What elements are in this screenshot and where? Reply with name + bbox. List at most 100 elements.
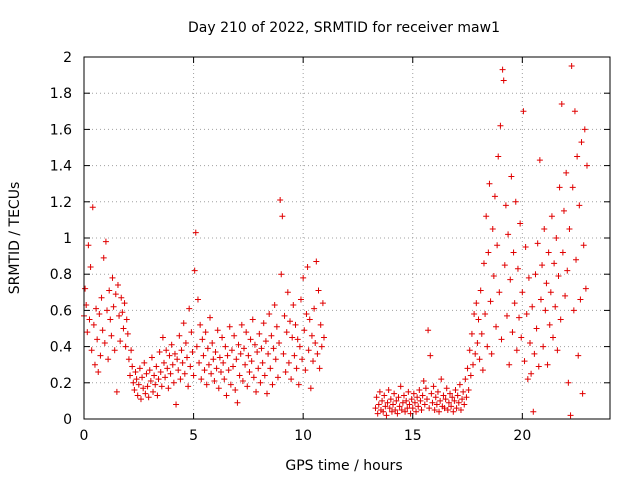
data-point (508, 173, 515, 180)
data-point (455, 399, 462, 406)
data-point (391, 390, 398, 397)
data-point (467, 372, 474, 379)
data-point (196, 359, 203, 366)
data-point (566, 225, 573, 232)
data-point (210, 356, 217, 363)
data-point (226, 323, 233, 330)
data-point (101, 339, 108, 346)
data-point (404, 405, 411, 412)
data-point (173, 401, 180, 408)
y-tick-label: 0.8 (50, 267, 72, 283)
data-point (433, 401, 440, 408)
data-point (444, 406, 451, 413)
data-point (535, 363, 542, 370)
data-point (475, 316, 482, 323)
data-point (99, 327, 106, 334)
data-point (223, 392, 230, 399)
data-point (310, 358, 317, 365)
data-point (569, 184, 576, 191)
data-point (190, 372, 197, 379)
data-point (220, 359, 227, 366)
data-point (114, 282, 121, 289)
data-point (559, 249, 566, 256)
data-point (179, 359, 186, 366)
data-point (387, 396, 394, 403)
data-point (251, 341, 258, 348)
data-point (290, 301, 297, 308)
data-point (486, 180, 493, 187)
data-point (136, 365, 143, 372)
data-point (380, 408, 387, 415)
data-point (227, 381, 234, 388)
data-point (403, 397, 410, 404)
data-point (417, 397, 424, 404)
data-point (474, 339, 481, 346)
data-point (490, 273, 497, 280)
data-point (119, 309, 126, 316)
data-point (386, 405, 393, 412)
data-point (146, 367, 153, 374)
data-point (230, 363, 237, 370)
data-point (117, 338, 124, 345)
data-point (554, 347, 561, 354)
data-point (382, 403, 389, 410)
data-point (415, 403, 422, 410)
data-point (297, 296, 304, 303)
data-point (521, 358, 528, 365)
data-point (285, 359, 292, 366)
data-point (287, 318, 294, 325)
data-point (283, 329, 290, 336)
data-point (394, 410, 401, 417)
data-point (459, 396, 466, 403)
data-point (462, 376, 469, 383)
data-point (257, 379, 264, 386)
data-point (501, 262, 508, 269)
data-point (274, 374, 281, 381)
data-point (411, 399, 418, 406)
data-point (216, 354, 223, 361)
data-point (264, 390, 271, 397)
data-point (150, 388, 157, 395)
data-point (563, 169, 570, 176)
data-point (524, 376, 531, 383)
data-point (420, 377, 427, 384)
data-point (133, 376, 140, 383)
data-point (390, 401, 397, 408)
data-point (199, 336, 206, 343)
data-point (260, 320, 267, 327)
data-point (419, 392, 426, 399)
data-point (523, 311, 530, 318)
data-point (487, 298, 494, 305)
data-point (87, 263, 94, 270)
data-point (94, 336, 101, 343)
data-point (300, 274, 307, 281)
data-point (482, 311, 489, 318)
data-point (438, 376, 445, 383)
data-point (202, 329, 209, 336)
data-point (320, 334, 327, 341)
x-tick-label: 10 (294, 428, 312, 444)
data-point (533, 325, 540, 332)
data-point (141, 359, 148, 366)
data-point (509, 329, 516, 336)
y-tick-label: 0 (63, 412, 72, 428)
data-point (384, 399, 391, 406)
data-point (314, 350, 321, 357)
data-point (460, 388, 467, 395)
data-point (265, 350, 272, 357)
data-point (259, 359, 266, 366)
data-point (374, 410, 381, 417)
data-point (97, 352, 104, 359)
data-point (470, 361, 477, 368)
data-point (194, 296, 201, 303)
data-point (181, 370, 188, 377)
data-point (304, 263, 311, 270)
data-point (505, 231, 512, 238)
data-point (443, 385, 450, 392)
data-point (88, 347, 95, 354)
data-point (256, 330, 263, 337)
data-point (303, 311, 310, 318)
data-point (240, 345, 247, 352)
data-point (478, 330, 485, 337)
data-point (269, 381, 276, 388)
